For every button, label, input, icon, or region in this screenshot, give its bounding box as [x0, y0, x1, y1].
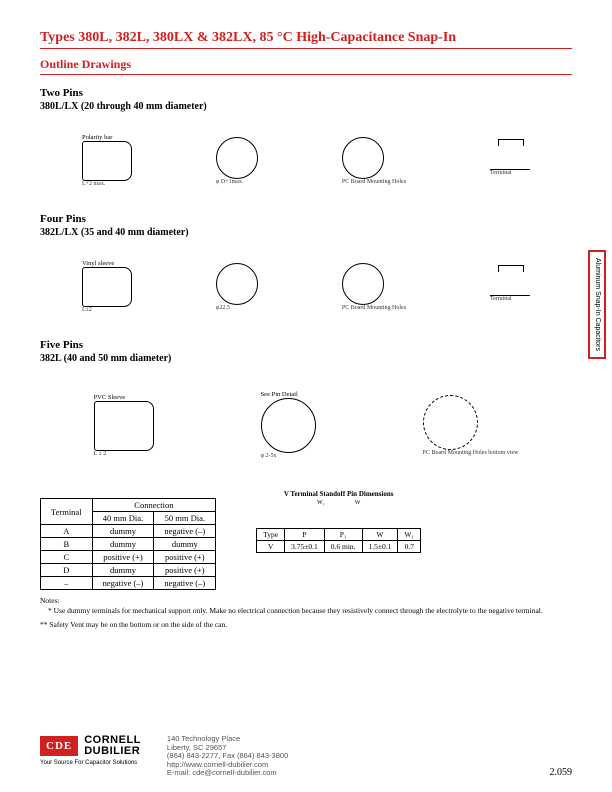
- notes-head: Notes:: [40, 596, 572, 606]
- th-50mm: 50 mm Dia.: [154, 512, 216, 525]
- th-terminal: Terminal: [41, 499, 93, 525]
- th-connection: Connection: [92, 499, 216, 512]
- pin-dim-block: V Terminal Standoff Pin Dimensions W₁ W …: [256, 490, 421, 553]
- dim-d1: φ D+1max.: [216, 179, 258, 185]
- section-heading: Outline Drawings: [40, 57, 572, 75]
- th-40mm: 40 mm Dia.: [92, 512, 154, 525]
- pin-caption: V Terminal Standoff Pin Dimensions: [256, 490, 421, 498]
- pcb-holes-4-label: PC Board Mounting Holes: [342, 305, 406, 311]
- table-row: Adummynegative (–): [41, 525, 216, 538]
- terminal-4-label: Terminal: [490, 296, 530, 302]
- four-pins-title: Four Pins: [40, 213, 572, 225]
- dim-25x: φ 2-5x: [261, 453, 316, 459]
- dim-225: φ22.5: [216, 305, 258, 311]
- five-pins-sub: 382L (40 and 50 mm diameter): [40, 353, 572, 364]
- pin-diagram: W₁ W: [256, 500, 421, 520]
- address-block: 140 Technology Place Liberty, SC 29657 (…: [167, 735, 288, 778]
- footer: CDE CORNELL DUBILIER Your Source For Cap…: [40, 735, 572, 778]
- page-title: Types 380L, 382L, 380LX & 382LX, 85 °C H…: [40, 30, 572, 49]
- two-pins-sub: 380L/LX (20 through 40 mm diameter): [40, 101, 572, 112]
- side-tab: Aluminum Snap-In Capacitors: [588, 250, 606, 359]
- five-pins-title: Five Pins: [40, 339, 572, 351]
- note-1: * Use dummy terminals for mechanical sup…: [40, 606, 572, 616]
- cde-logo: CDE: [40, 736, 78, 756]
- vinyl-sleeve-label: Vinyl sleeve: [82, 260, 132, 267]
- terminal-label: Terminal: [490, 170, 530, 176]
- two-pins-drawing: Polarity bar L+2 max. φ D+1max. PC Board…: [40, 118, 572, 203]
- company-name: CORNELL DUBILIER: [84, 735, 141, 758]
- pcb-holes-label: PC Board Mounting Holes: [342, 179, 406, 185]
- notes-block: Notes: * Use dummy terminals for mechani…: [40, 596, 572, 629]
- tagline: Your Source For Capacitor Solutions: [40, 760, 141, 766]
- dim-l2: L+2 max.: [82, 181, 132, 187]
- see-pin-detail: See Pin Detail: [261, 391, 316, 398]
- four-pins-sub: 382L/LX (35 and 40 mm diameter): [40, 227, 572, 238]
- two-pins-title: Two Pins: [40, 87, 572, 99]
- pcb-holes-5-label: PC Board Mounting Holes bottom view: [423, 450, 519, 456]
- table-row: Cpositive (+)positive (+): [41, 551, 216, 564]
- note-2: ** Safety Vent may be on the bottom or o…: [40, 620, 572, 630]
- four-pins-drawing: Vinyl sleeve L±2 φ22.5 PC Board Mounting…: [40, 244, 572, 329]
- pin-dim-table: Type P P₁ W W₁ V 3.75±0.1 0.6 min. 1.5±0…: [256, 528, 421, 553]
- polarity-bar-label: Polarity bar: [82, 134, 132, 141]
- table-row: –negative (–)negative (–): [41, 577, 216, 590]
- connection-table: Terminal Connection 40 mm Dia. 50 mm Dia…: [40, 498, 216, 590]
- page-number: 2.059: [550, 767, 573, 778]
- dim-l2-5: L ± 2: [94, 451, 154, 457]
- pvc-sleeve-label: PVC Sleeve: [94, 394, 154, 401]
- dim-l2-4: L±2: [82, 307, 132, 313]
- table-row: V 3.75±0.1 0.6 min. 1.5±0.1 0.7: [257, 541, 421, 553]
- five-pins-drawing: PVC Sleeve L ± 2 See Pin Detail φ 2-5x P…: [40, 370, 572, 480]
- table-row: Ddummypositive (+): [41, 564, 216, 577]
- table-row: Bdummydummy: [41, 538, 216, 551]
